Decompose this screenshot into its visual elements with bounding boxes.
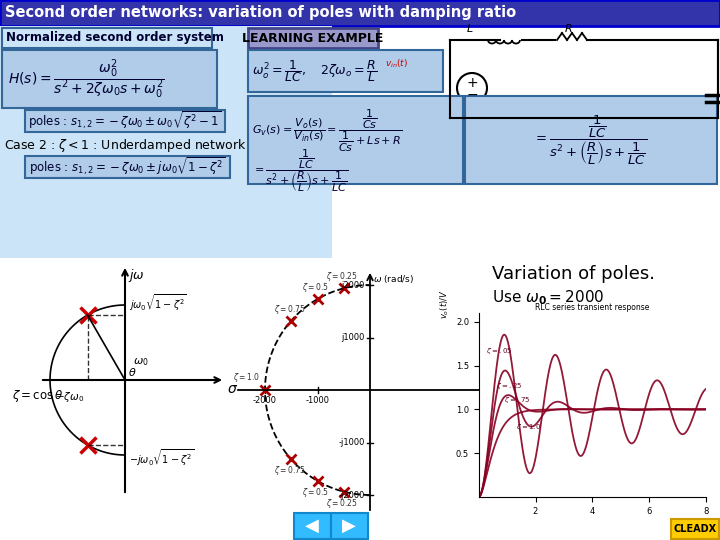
Text: $\omega_0$: $\omega_0$: [133, 356, 149, 368]
Text: -j2000: -j2000: [338, 490, 365, 500]
Text: $v_o(t)/V$: $v_o(t)/V$: [438, 289, 451, 319]
Text: $=\dfrac{\dfrac{1}{LC}}{s^2+\left(\dfrac{R}{L}\right)s+\dfrac{1}{LC}}$: $=\dfrac{\dfrac{1}{LC}}{s^2+\left(\dfrac…: [533, 113, 647, 167]
Text: $\zeta=0.5$: $\zeta=0.5$: [302, 486, 329, 499]
Text: $-j\omega_0\sqrt{1-\zeta^2}$: $-j\omega_0\sqrt{1-\zeta^2}$: [129, 447, 194, 468]
Text: j1000: j1000: [341, 333, 365, 342]
Text: Second order networks: variation of poles with damping ratio: Second order networks: variation of pole…: [5, 5, 516, 21]
Text: $\zeta=.25$: $\zeta=.25$: [496, 381, 522, 390]
Text: $\omega$ (rad/s): $\omega$ (rad/s): [373, 273, 414, 285]
Text: ◀: ◀: [305, 517, 319, 535]
FancyBboxPatch shape: [0, 0, 720, 26]
FancyBboxPatch shape: [465, 96, 717, 184]
FancyBboxPatch shape: [671, 519, 719, 539]
Text: $G_v(s)=\dfrac{V_o(s)}{V_{in}(s)}=\dfrac{\dfrac{1}{Cs}}{\dfrac{1}{Cs}+Ls+R}$: $G_v(s)=\dfrac{V_o(s)}{V_{in}(s)}=\dfrac…: [252, 108, 402, 154]
Text: $=\dfrac{\dfrac{1}{LC}}{s^2+\left(\dfrac{R}{L}\right)s+\dfrac{1}{LC}}$: $=\dfrac{\dfrac{1}{LC}}{s^2+\left(\dfrac…: [252, 148, 348, 194]
FancyBboxPatch shape: [248, 28, 378, 48]
Text: $j\omega$: $j\omega$: [128, 267, 145, 284]
Text: $L$: $L$: [467, 22, 474, 34]
Text: $\omega_o^2=\dfrac{1}{LC},\quad 2\zeta\omega_o=\dfrac{R}{L}$: $\omega_o^2=\dfrac{1}{LC},\quad 2\zeta\o…: [252, 58, 377, 84]
Text: CLEADX: CLEADX: [673, 524, 716, 534]
Text: $H(s)=\dfrac{\omega_0^2}{s^2+2\zeta\omega_0s+\omega_0^2}$: $H(s)=\dfrac{\omega_0^2}{s^2+2\zeta\omeg…: [8, 57, 165, 101]
Text: $\zeta=\cos\theta$: $\zeta=\cos\theta$: [12, 388, 63, 404]
Text: $\zeta=.75$: $\zeta=.75$: [504, 395, 531, 406]
FancyBboxPatch shape: [331, 513, 368, 539]
Text: Case 2 : $\zeta<1$ : Underdamped network: Case 2 : $\zeta<1$ : Underdamped network: [4, 138, 247, 154]
FancyBboxPatch shape: [25, 156, 230, 178]
Title: RLC series transient response: RLC series transient response: [535, 303, 649, 313]
FancyBboxPatch shape: [248, 96, 463, 184]
Text: Variation of poles.: Variation of poles.: [492, 265, 655, 283]
FancyBboxPatch shape: [248, 50, 443, 92]
FancyBboxPatch shape: [0, 26, 332, 258]
Text: $\zeta=0.75$: $\zeta=0.75$: [274, 464, 305, 477]
Text: poles : $s_{1,2}=-\zeta\omega_0\pm j\omega_0\sqrt{1-\zeta^2}$: poles : $s_{1,2}=-\zeta\omega_0\pm j\ome…: [29, 156, 225, 178]
Text: $v_{in}(t)$: $v_{in}(t)$: [385, 58, 408, 70]
Text: $\sigma$ (r: $\sigma$ (r: [512, 383, 531, 396]
Text: $j\omega_0\sqrt{1-\zeta^2}$: $j\omega_0\sqrt{1-\zeta^2}$: [129, 293, 187, 313]
Text: $-\zeta\omega_0$: $-\zeta\omega_0$: [55, 390, 84, 404]
Text: Normalized second order system: Normalized second order system: [6, 31, 224, 44]
FancyBboxPatch shape: [2, 50, 217, 108]
Text: -2000: -2000: [253, 396, 277, 405]
Text: LEARNING EXAMPLE: LEARNING EXAMPLE: [243, 31, 384, 44]
Text: j2000: j2000: [341, 280, 365, 289]
Text: $R$: $R$: [564, 22, 572, 34]
Text: $\zeta=0.75$: $\zeta=0.75$: [274, 302, 305, 315]
Text: $\zeta=0.5$: $\zeta=0.5$: [302, 281, 329, 294]
Text: $\zeta=.05$: $\zeta=.05$: [486, 346, 512, 355]
FancyBboxPatch shape: [2, 28, 212, 48]
FancyBboxPatch shape: [25, 110, 225, 132]
FancyBboxPatch shape: [294, 513, 331, 539]
Text: $\sigma$: $\sigma$: [227, 382, 238, 396]
Text: $\theta$: $\theta$: [128, 366, 137, 378]
Text: +: +: [466, 76, 478, 90]
Text: -1000: -1000: [305, 396, 330, 405]
Text: Use $\omega_{\mathbf{0}} = 2000$: Use $\omega_{\mathbf{0}} = 2000$: [492, 288, 604, 307]
Text: $\zeta=1.0$: $\zeta=1.0$: [516, 422, 541, 431]
Text: $\zeta=0.25$: $\zeta=0.25$: [326, 271, 358, 284]
Text: −: −: [466, 88, 478, 102]
Text: -j1000: -j1000: [338, 438, 365, 447]
Text: ▶: ▶: [342, 517, 356, 535]
Text: $\zeta=0.25$: $\zeta=0.25$: [326, 497, 358, 510]
Text: poles : $s_{1,2}=-\zeta\omega_0\pm\omega_0\sqrt{\zeta^2-1}$: poles : $s_{1,2}=-\zeta\omega_0\pm\omega…: [28, 110, 222, 132]
Text: $\zeta=1.0$: $\zeta=1.0$: [233, 371, 260, 384]
